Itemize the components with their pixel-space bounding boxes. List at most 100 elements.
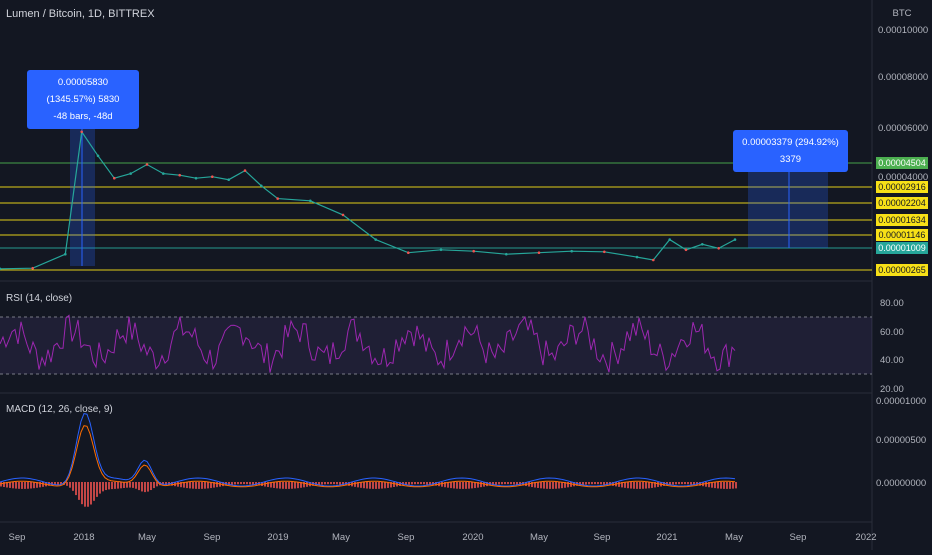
price-point bbox=[145, 163, 149, 166]
macd-histogram-bar bbox=[435, 482, 437, 486]
measure-left-line2: -48 bars, -48d bbox=[53, 111, 113, 122]
macd-histogram-bar bbox=[372, 482, 374, 489]
rsi-label: RSI (14, close) bbox=[6, 293, 73, 304]
macd-histogram-bar bbox=[249, 482, 251, 485]
price-point bbox=[374, 238, 378, 241]
macd-tick-label: 0.00000000 bbox=[876, 478, 926, 489]
macd-histogram-bar bbox=[192, 482, 194, 489]
macd-histogram-bar bbox=[459, 482, 461, 489]
macd-histogram-bar bbox=[390, 482, 392, 488]
macd-histogram-bar bbox=[597, 482, 599, 485]
price-point bbox=[472, 249, 476, 253]
time-tick-label: May bbox=[332, 532, 350, 543]
macd-histogram-bar bbox=[504, 482, 506, 485]
macd-histogram-bar bbox=[570, 482, 572, 487]
macd-histogram-bar bbox=[549, 482, 551, 489]
macd-histogram-bar bbox=[498, 482, 500, 485]
macd-histogram-bar bbox=[216, 482, 218, 488]
measure-box-right bbox=[748, 163, 828, 248]
macd-histogram-bar bbox=[252, 482, 254, 485]
measure-left-line1: 0.00005830 (1345.57%) 5830 bbox=[46, 77, 120, 105]
price-level-tag: 0.00002916 bbox=[876, 181, 928, 193]
price-tick-label: 0.00006000 bbox=[878, 123, 928, 134]
macd-histogram-bar bbox=[93, 482, 95, 501]
macd-histogram-bar bbox=[294, 482, 296, 489]
price-level-tag: 0.00001146 bbox=[876, 229, 928, 241]
price-point bbox=[129, 172, 132, 175]
macd-histogram-bar bbox=[501, 482, 503, 485]
price-level-tag: 0.00002204 bbox=[876, 197, 928, 209]
macd-histogram-bar bbox=[600, 482, 602, 485]
macd-histogram-bar bbox=[240, 482, 242, 485]
macd-histogram-bar bbox=[450, 482, 452, 489]
macd-histogram-bar bbox=[630, 482, 632, 489]
macd-histogram-bar bbox=[627, 482, 629, 489]
macd-histogram-bar bbox=[471, 482, 473, 489]
price-point bbox=[113, 176, 116, 180]
macd-histogram-bar bbox=[12, 482, 14, 489]
macd-histogram-bar bbox=[306, 482, 308, 487]
macd-histogram-bar bbox=[513, 482, 515, 485]
macd-histogram-bar bbox=[9, 482, 11, 488]
macd-histogram-bar bbox=[387, 482, 389, 488]
measure-right-line1: 0.00003379 (294.92%) 3379 bbox=[742, 137, 839, 165]
macd-histogram-bar bbox=[603, 482, 605, 485]
macd-histogram-bar bbox=[30, 482, 32, 489]
macd-histogram-bar bbox=[519, 482, 521, 486]
price-point bbox=[96, 154, 100, 158]
macd-histogram-bar bbox=[405, 482, 407, 486]
macd-histogram-bar bbox=[477, 482, 479, 488]
macd-histogram-bar bbox=[75, 482, 77, 496]
macd-histogram-bar bbox=[642, 482, 644, 489]
macd-histogram-bar bbox=[429, 482, 431, 485]
rsi-tick-label: 60.00 bbox=[880, 327, 904, 338]
macd-histogram-bar bbox=[705, 482, 707, 487]
macd-histogram-bar bbox=[663, 482, 665, 486]
price-point bbox=[537, 251, 541, 254]
price-point bbox=[684, 248, 688, 252]
macd-label: MACD (12, 26, close, 9) bbox=[6, 404, 113, 415]
macd-histogram-bar bbox=[237, 482, 239, 485]
macd-histogram-bar bbox=[138, 482, 140, 491]
macd-histogram-bar bbox=[591, 482, 593, 485]
macd-histogram-bar bbox=[720, 482, 722, 489]
macd-histogram-bar bbox=[444, 482, 446, 488]
macd-histogram-bar bbox=[288, 482, 290, 489]
macd-histogram-bar bbox=[567, 482, 569, 488]
macd-histogram-bar bbox=[222, 482, 224, 487]
macd-histogram-bar bbox=[150, 482, 152, 491]
price-point bbox=[701, 243, 704, 246]
measure-callout-right: 0.00003379 (294.92%) 3379 bbox=[733, 130, 848, 172]
macd-histogram-bar bbox=[447, 482, 449, 488]
macd-histogram-bar bbox=[399, 482, 401, 486]
macd-histogram-bar bbox=[621, 482, 623, 488]
macd-histogram-bar bbox=[717, 482, 719, 489]
macd-histogram-bar bbox=[81, 482, 83, 505]
price-point bbox=[194, 176, 198, 180]
macd-histogram-bar bbox=[126, 482, 128, 488]
macd-histogram-bar bbox=[417, 482, 419, 485]
macd-histogram-bar bbox=[24, 482, 26, 489]
macd-histogram-bar bbox=[42, 482, 44, 487]
macd-histogram-bar bbox=[375, 482, 377, 489]
price-point bbox=[309, 199, 312, 203]
macd-signal-line bbox=[0, 425, 736, 488]
macd-histogram-bar bbox=[729, 482, 731, 489]
macd-histogram-bar bbox=[690, 482, 692, 485]
macd-histogram-bar bbox=[48, 482, 50, 486]
macd-histogram-bar bbox=[105, 482, 107, 491]
macd-line bbox=[0, 413, 736, 487]
macd-histogram-bar bbox=[441, 482, 443, 487]
macd-histogram-bar bbox=[564, 482, 566, 488]
macd-histogram-bar bbox=[735, 482, 737, 489]
macd-histogram-bar bbox=[393, 482, 395, 487]
macd-histogram-bar bbox=[594, 482, 596, 485]
macd-histogram-bar bbox=[60, 482, 62, 485]
price-level-tag: 0.00000265 bbox=[876, 264, 928, 276]
macd-histogram-bar bbox=[426, 482, 428, 485]
macd-histogram-bar bbox=[336, 482, 338, 485]
macd-histogram-bar bbox=[156, 482, 158, 487]
macd-histogram-bar bbox=[231, 482, 233, 485]
